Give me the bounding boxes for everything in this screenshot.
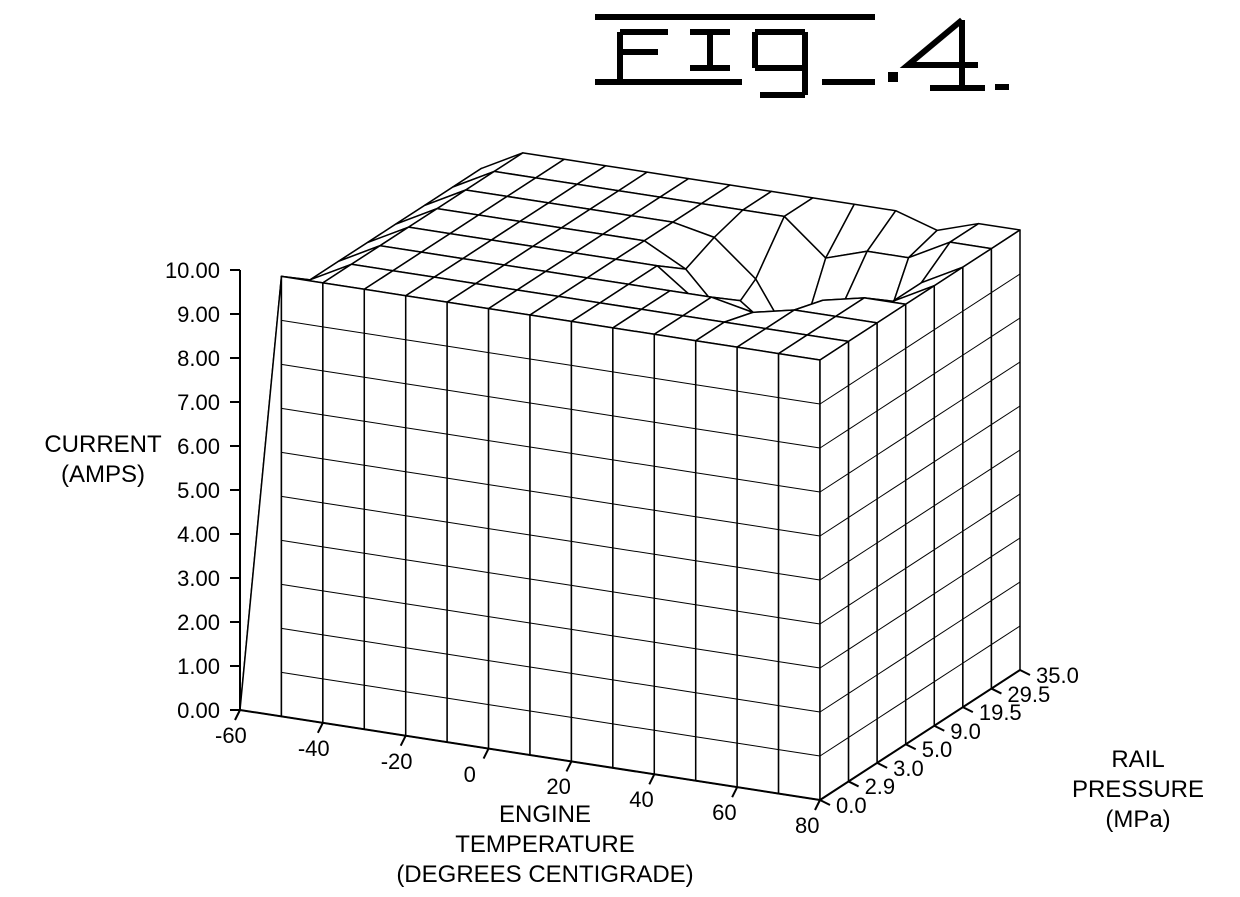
z-tick-label: 2.00: [177, 609, 220, 637]
y-tick-label: 3.0: [893, 755, 924, 783]
z-tick-label: 9.00: [177, 301, 220, 329]
z-tick-label: 10.00: [165, 257, 220, 285]
y-tick-label: 35.0: [1036, 662, 1079, 690]
x-tick-label: 60: [712, 799, 736, 827]
x-tick-label: 0: [464, 761, 476, 789]
z-tick-label: 5.00: [177, 477, 220, 505]
y-tick-label: 5.0: [922, 736, 953, 764]
x-tick-label: -20: [381, 748, 413, 776]
x-tick-label: 20: [546, 773, 570, 801]
z-tick-label: 1.00: [177, 653, 220, 681]
y-tick-label: 0.0: [836, 792, 867, 820]
x-tick-label: -40: [298, 735, 330, 763]
y-tick-label: 2.9: [865, 773, 896, 801]
z-tick-label: 4.00: [177, 521, 220, 549]
x-tick-label: 80: [795, 812, 819, 840]
z-tick-label: 0.00: [177, 697, 220, 725]
chart-container: CURRENT (AMPS) ENGINE TEMPERATURE (DEGRE…: [0, 0, 1240, 897]
y-tick-label: 9.0: [950, 718, 981, 746]
x-tick-label: -60: [215, 722, 247, 750]
z-tick-label: 3.00: [177, 565, 220, 593]
z-tick-label: 7.00: [177, 389, 220, 417]
figure-number-label: [590, 10, 1010, 110]
surface-plot: [40, 140, 1200, 870]
x-tick-label: 40: [629, 786, 653, 814]
z-tick-label: 8.00: [177, 345, 220, 373]
z-tick-label: 6.00: [177, 433, 220, 461]
